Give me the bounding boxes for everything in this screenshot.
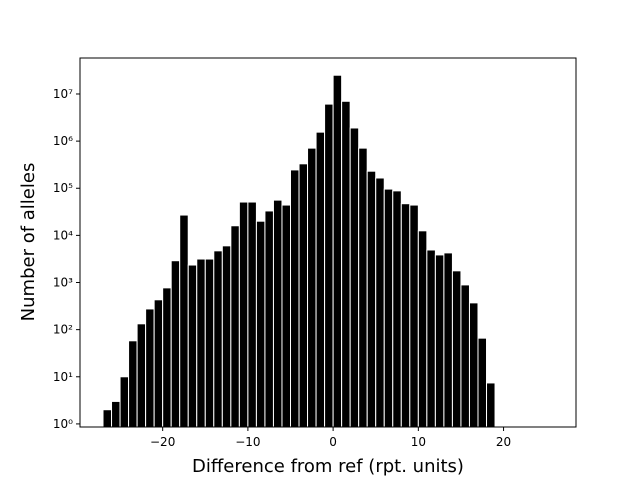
y-tick-label: 10⁶	[53, 134, 73, 148]
bar	[486, 382, 496, 428]
bar	[102, 409, 113, 428]
bar	[426, 249, 436, 428]
y-tick-label: 10³	[53, 276, 73, 290]
y-tick-label: 10⁴	[53, 228, 73, 242]
bar	[187, 264, 198, 428]
bar	[128, 340, 138, 428]
bar	[196, 258, 206, 428]
bar	[170, 260, 181, 428]
y-axis-label: Number of alleles	[18, 163, 39, 322]
bar	[298, 163, 309, 428]
bar	[460, 284, 470, 428]
x-tick-label: −20	[150, 435, 175, 449]
bar	[179, 214, 189, 428]
bar	[307, 147, 317, 428]
bar	[468, 302, 479, 428]
bar	[136, 323, 147, 428]
bar	[409, 204, 419, 428]
bar	[281, 204, 292, 428]
bar	[145, 308, 155, 428]
bar	[272, 199, 283, 428]
bar	[392, 190, 402, 428]
plot-frame	[79, 57, 577, 428]
bar	[204, 258, 215, 428]
y-tick-label: 10⁷	[53, 87, 73, 101]
bar	[366, 170, 377, 428]
bar	[247, 201, 257, 428]
bar	[119, 376, 130, 428]
bar	[221, 245, 232, 428]
y-tick-label: 10¹	[53, 370, 73, 384]
bar	[324, 103, 334, 428]
bar	[417, 230, 428, 428]
x-tick-label: 20	[496, 435, 511, 449]
bar	[255, 220, 266, 428]
x-tick-label: 10	[411, 435, 426, 449]
bar	[230, 225, 240, 428]
bar	[290, 169, 300, 428]
y-tick-label: 10⁵	[53, 181, 73, 195]
bar	[332, 74, 343, 428]
bar	[264, 210, 274, 428]
bar	[162, 287, 172, 428]
y-tick-label: 10²	[53, 323, 73, 337]
bar	[400, 203, 411, 428]
x-axis-label: Difference from ref (rpt. units)	[192, 456, 464, 477]
bar	[238, 201, 249, 428]
bar	[477, 337, 488, 428]
bar	[315, 131, 326, 428]
bar	[111, 400, 121, 428]
x-tick-label: 0	[329, 435, 337, 449]
bar	[153, 299, 164, 428]
y-tick-label: 10⁰	[53, 417, 73, 431]
bar	[358, 147, 368, 428]
bar	[341, 100, 351, 428]
bar	[443, 252, 453, 428]
bar	[375, 177, 385, 428]
bar	[383, 188, 394, 428]
bar	[434, 254, 445, 428]
bar	[451, 270, 462, 428]
bar	[213, 250, 223, 428]
bar	[349, 127, 360, 428]
x-tick-label: −10	[235, 435, 260, 449]
